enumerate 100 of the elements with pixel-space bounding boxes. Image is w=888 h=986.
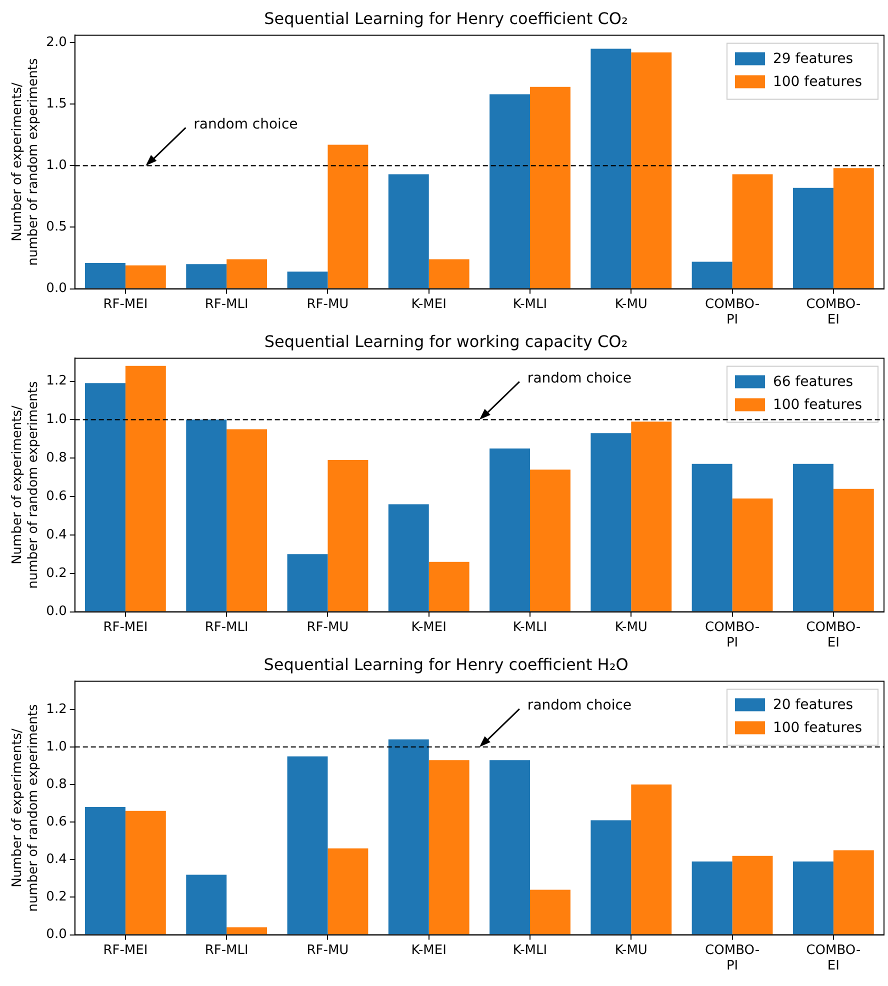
bar [388, 174, 429, 288]
bar [428, 562, 470, 612]
bar [186, 420, 227, 612]
bar [792, 464, 834, 612]
bar [328, 848, 368, 934]
bar [792, 188, 834, 288]
y-tick-label: 0.6 [46, 488, 67, 504]
x-tick-label: COMBO- PI [705, 296, 760, 328]
y-tick-label: 2.0 [46, 34, 67, 50]
bar [833, 168, 874, 288]
bar [186, 264, 227, 288]
y-axis-title: Number of experiments/ number of random experiments [10, 704, 41, 912]
bar [186, 874, 227, 934]
bar [692, 262, 732, 288]
y-tick-label: 0.5 [46, 220, 67, 235]
x-tick-label: RF-MU [306, 942, 349, 958]
bar [388, 739, 429, 934]
bar [833, 850, 874, 934]
x-tick-label: RF-MLI [204, 942, 248, 958]
bar [631, 52, 672, 288]
x-tick-label: K-MLI [512, 296, 548, 312]
legend-label: 20 features [772, 696, 854, 713]
y-tick-label: 1.2 [46, 702, 67, 717]
bar [328, 144, 368, 288]
bar [590, 433, 632, 612]
y-tick-label: 0.4 [46, 852, 67, 868]
bar [631, 422, 672, 612]
x-tick-label: K-MLI [512, 942, 548, 958]
x-tick-label: COMBO- EI [806, 942, 861, 974]
bar [84, 807, 126, 934]
bar [590, 48, 632, 288]
x-tick-label: RF-MU [306, 620, 349, 635]
x-tick-label: K-MU [614, 942, 648, 958]
bar [287, 554, 328, 612]
bar [833, 488, 874, 612]
bar [287, 272, 328, 288]
x-tick-label: RF-MLI [204, 296, 248, 312]
y-tick-label: 0.8 [46, 776, 67, 792]
bar [428, 259, 470, 288]
y-tick-label: 1.0 [46, 412, 67, 428]
y-tick-label: 0.2 [46, 890, 67, 905]
y-tick-label: 0.6 [46, 814, 67, 830]
y-tick-label: 1.5 [46, 96, 67, 112]
legend-label: 66 features [772, 374, 854, 390]
bar [226, 259, 268, 288]
bar [530, 470, 570, 612]
y-tick-label: 0.0 [46, 604, 67, 620]
bar [84, 383, 126, 612]
ref-line-label: random choice [527, 698, 632, 714]
bar [590, 820, 632, 934]
x-tick-label: COMBO- PI [705, 620, 760, 651]
bar [226, 429, 268, 612]
bar [490, 760, 530, 934]
x-tick-label: RF-MEI [103, 296, 148, 312]
bar [530, 86, 570, 288]
bar [692, 464, 732, 612]
x-tick-label: K-MLI [512, 620, 548, 635]
y-tick-label: 0.0 [46, 281, 67, 296]
bar [84, 262, 126, 288]
x-tick-label: COMBO- PI [705, 942, 760, 974]
bar [792, 862, 834, 934]
bar [125, 366, 166, 612]
bar [490, 448, 530, 612]
y-tick-label: 1.0 [46, 158, 67, 174]
y-tick-label: 1.2 [46, 374, 67, 389]
legend-label: 29 features [772, 50, 854, 67]
x-tick-label: RF-MLI [204, 620, 248, 635]
bar [732, 498, 773, 612]
bar [226, 927, 268, 934]
legend-label: 100 features [772, 74, 862, 90]
y-tick-label: 0.4 [46, 527, 67, 542]
x-tick-label: K-MU [614, 296, 648, 312]
x-tick-label: K-MEI [411, 620, 446, 635]
y-tick-label: 1.0 [46, 739, 67, 754]
y-axis-title: Number of experiments/ number of random experiments [10, 381, 41, 589]
bar [732, 174, 773, 288]
bar [428, 760, 470, 934]
x-tick-label: COMBO- EI [806, 620, 861, 651]
bar [125, 265, 166, 288]
bar [125, 810, 166, 934]
bar [490, 94, 530, 288]
x-tick-label: RF-MU [306, 296, 349, 312]
ref-line-label: random choice [194, 116, 298, 132]
bar [328, 460, 368, 612]
bar [692, 862, 732, 934]
x-tick-label: K-MU [614, 620, 648, 635]
bar [631, 784, 672, 934]
y-axis-title: Number of experiments/ number of random experiments [10, 58, 41, 266]
bar [287, 756, 328, 934]
bar [530, 890, 570, 934]
y-tick-label: 0.8 [46, 450, 67, 466]
chart-title: Sequential Learning for working capacity CO₂ [264, 332, 628, 351]
x-tick-label: K-MEI [411, 296, 446, 312]
legend-label: 100 features [772, 396, 862, 413]
x-tick-label: COMBO- EI [806, 296, 861, 328]
chart-title: Sequential Learning for Henry coefficient CO₂ [264, 8, 628, 28]
legend-label: 100 features [772, 720, 862, 736]
y-tick-label: 0.0 [46, 927, 67, 942]
ref-line-label: random choice [527, 370, 632, 386]
x-tick-label: K-MEI [411, 942, 446, 958]
